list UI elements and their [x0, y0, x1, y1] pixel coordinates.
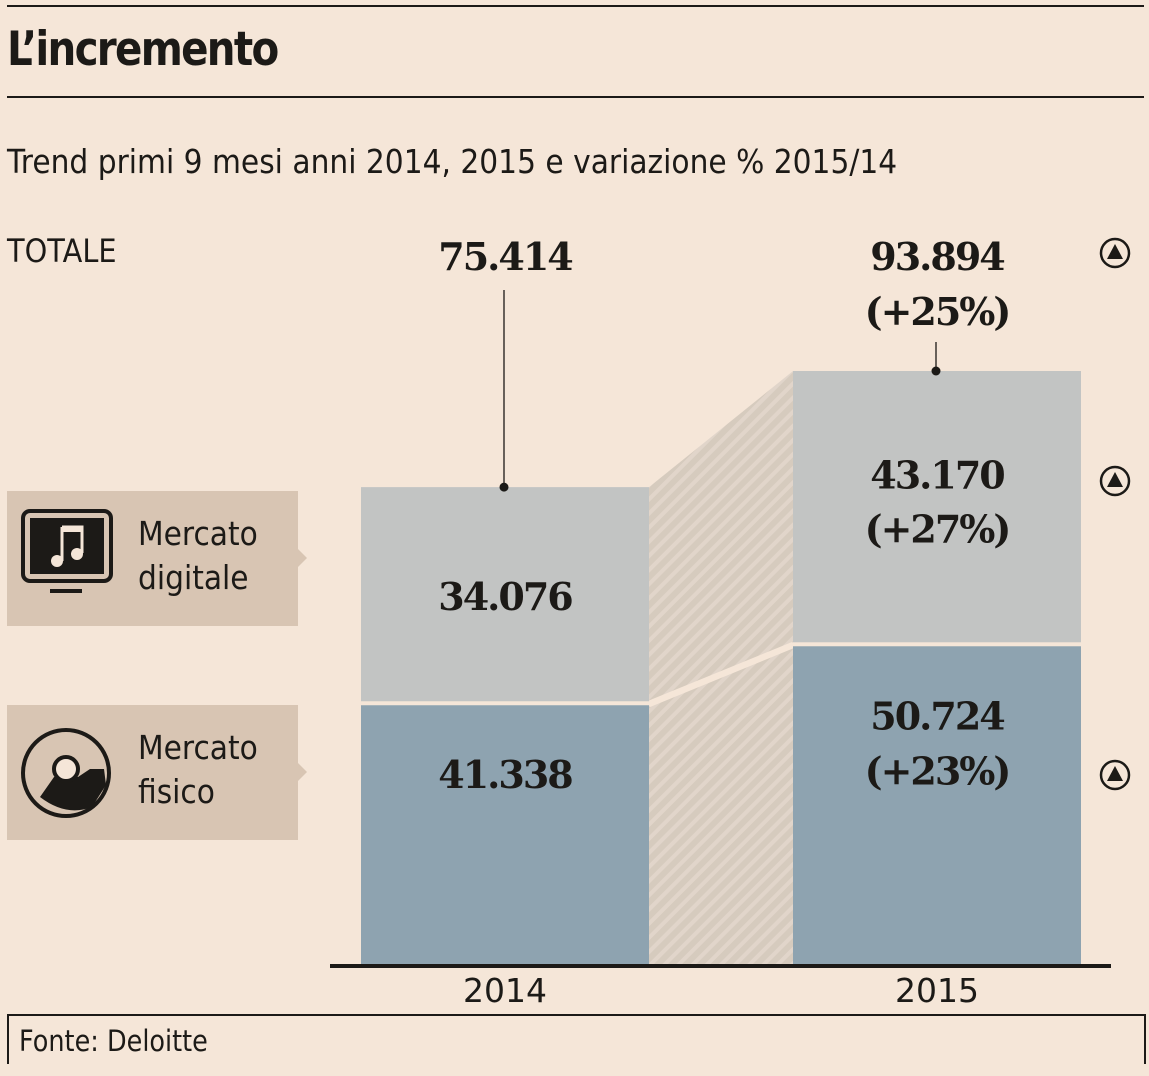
footer-box: Fonte: Deloitte	[7, 1014, 1146, 1064]
label-fisico-2014: 41.338	[438, 752, 572, 797]
change-fisico-2015: (+23%)	[865, 748, 1010, 793]
connector-fisico	[649, 646, 793, 965]
bar-digitale-2015	[793, 371, 1081, 643]
connector-digitale	[649, 371, 793, 702]
label-digitale-2015: 43.170	[870, 453, 1004, 498]
leader-dot-2015	[931, 366, 941, 376]
legend-fisico: Mercato fisico	[7, 705, 307, 840]
connector-separator-line	[648, 641, 794, 706]
label-digitale-2014: 34.076	[438, 574, 572, 619]
change-totale-2015: (+25%)	[865, 289, 1010, 334]
legend-fisico-line2: fisico	[138, 772, 215, 811]
x-tick-2015: 2015	[895, 971, 979, 1010]
change-digitale-2015: (+27%)	[865, 507, 1010, 552]
chart-title: L’incremento	[7, 22, 279, 77]
monitor-music-icon	[21, 509, 113, 593]
source-note: Fonte: Deloitte	[19, 1024, 208, 1058]
legend-digitale-line1: Mercato	[138, 514, 258, 553]
totale-label: TOTALE	[7, 232, 117, 270]
title-rule	[7, 96, 1144, 98]
leader-dot-2014	[499, 482, 509, 492]
fisico-up-arrow-icon	[1099, 759, 1131, 791]
label-fisico-2015: 50.724	[870, 693, 1004, 738]
legend-digitale: Mercato digitale	[7, 491, 307, 626]
legend-fisico-line1: Mercato	[138, 728, 258, 767]
label-totale-2014: 75.414	[438, 234, 572, 279]
legend-digitale-line2: digitale	[138, 558, 249, 597]
bar-fisico-2015	[793, 646, 1081, 965]
x-axis-line	[330, 964, 1111, 968]
cd-disc-icon	[21, 728, 111, 818]
totale-up-arrow-icon	[1099, 237, 1131, 269]
x-tick-2014: 2014	[463, 971, 547, 1010]
chart-subtitle: Trend primi 9 mesi anni 2014, 2015 e var…	[7, 142, 898, 181]
digitale-up-arrow-icon	[1099, 465, 1131, 497]
bar-fisico-2014	[361, 705, 649, 965]
label-totale-2015: 93.894	[870, 234, 1004, 279]
top-rule	[7, 5, 1144, 7]
bar-digitale-2014	[361, 487, 649, 702]
